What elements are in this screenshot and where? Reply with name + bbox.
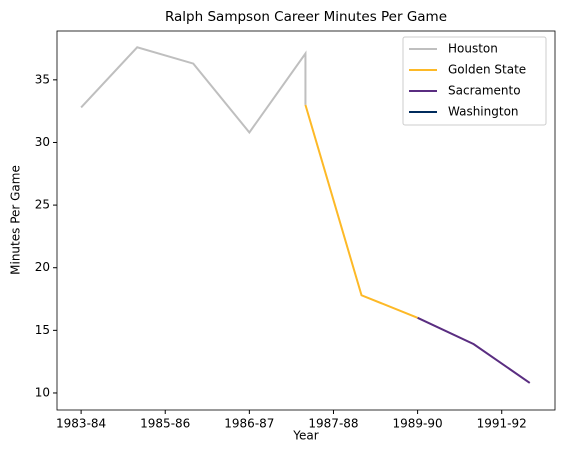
legend-label: Sacramento [448, 84, 521, 98]
x-tick-label: 1991-92 [477, 417, 527, 431]
plot-frame [56, 30, 556, 411]
legend-label: Golden State [448, 63, 526, 77]
legend: Houston Golden State Sacramento Washington [402, 36, 547, 126]
legend-box [402, 36, 547, 126]
y-tick-label: 35 [35, 72, 50, 86]
chart-title: Ralph Sampson Career Minutes Per Game [165, 9, 447, 25]
x-tick-label: 1986-87 [224, 417, 274, 431]
y-tick-label: 30 [35, 135, 50, 149]
y-axis-label: Minutes Per Game [9, 165, 23, 275]
x-tick-label: 1985-86 [140, 417, 190, 431]
series-line [417, 316, 531, 384]
legend-label: Washington [448, 105, 519, 119]
series-line [304, 104, 418, 319]
legend-label: Houston [448, 42, 498, 56]
y-tick-label: 25 [35, 198, 50, 212]
x-tick-label: 1983-84 [56, 417, 106, 431]
x-tick-label: 1989-90 [393, 417, 443, 431]
y-tick-label: 20 [35, 260, 50, 274]
y-tick-label: 10 [35, 385, 50, 399]
series-line [80, 46, 307, 135]
x-tick-label: 1987-88 [308, 417, 358, 431]
y-tick-label: 15 [35, 323, 50, 337]
x-axis-label: Year [292, 429, 318, 443]
